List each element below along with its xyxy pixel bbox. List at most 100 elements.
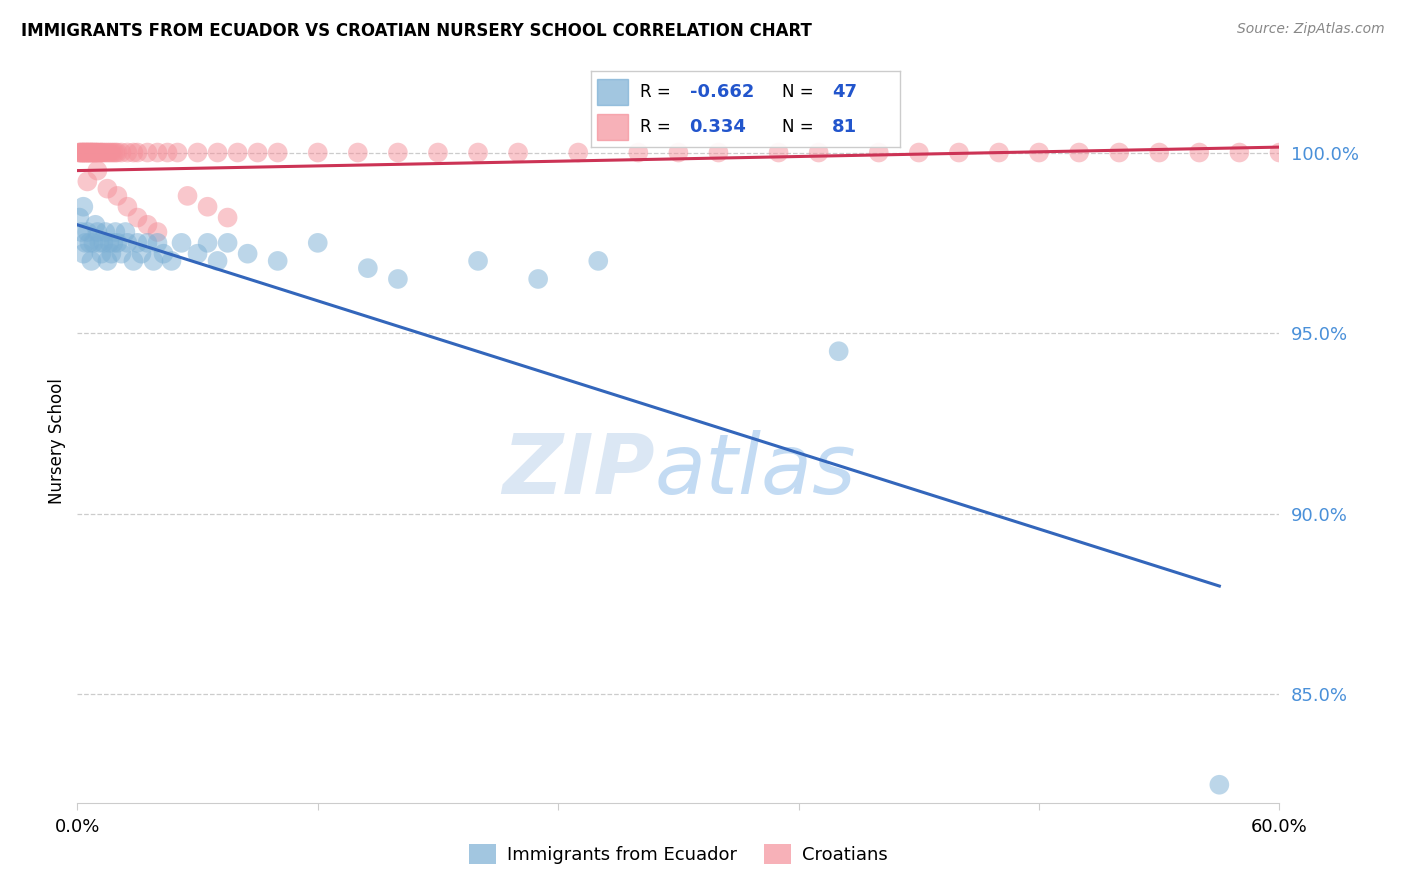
Point <box>86 145 108 160</box>
Point <box>136 235 159 250</box>
Point <box>347 145 370 160</box>
Point <box>217 235 239 250</box>
Point <box>357 261 380 276</box>
Point <box>136 145 159 160</box>
Point <box>96 145 118 160</box>
Point <box>131 246 153 260</box>
Point <box>207 145 229 160</box>
Point <box>72 145 94 160</box>
Point <box>1208 778 1230 792</box>
Point <box>82 145 104 160</box>
Point <box>67 145 90 160</box>
Point <box>1268 145 1291 160</box>
Point <box>127 211 149 225</box>
Point <box>89 145 111 160</box>
Point <box>90 246 112 260</box>
Text: IMMIGRANTS FROM ECUADOR VS CROATIAN NURSERY SCHOOL CORRELATION CHART: IMMIGRANTS FROM ECUADOR VS CROATIAN NURS… <box>21 22 813 40</box>
Point <box>122 145 145 160</box>
Point <box>1188 145 1211 160</box>
Point <box>110 246 132 260</box>
Bar <box>596 114 627 140</box>
Bar <box>596 79 627 104</box>
Point <box>226 145 249 160</box>
Point <box>170 235 193 250</box>
Point <box>768 145 790 160</box>
Text: 47: 47 <box>832 83 856 101</box>
Point <box>267 145 290 160</box>
Point <box>114 225 136 239</box>
Point <box>79 145 101 160</box>
Point <box>387 145 409 160</box>
Point <box>67 145 90 160</box>
Point <box>427 145 450 160</box>
Point <box>707 145 730 160</box>
Point <box>98 235 121 250</box>
Point <box>103 145 125 160</box>
Point <box>1108 145 1130 160</box>
Point <box>76 145 98 160</box>
Point <box>86 225 108 239</box>
Point <box>136 218 159 232</box>
Point <box>186 246 209 260</box>
Point <box>146 235 169 250</box>
Text: 81: 81 <box>832 118 856 136</box>
Text: atlas: atlas <box>654 430 856 511</box>
Point <box>100 246 122 260</box>
Point <box>668 145 690 160</box>
Text: R =: R = <box>640 83 671 101</box>
Point <box>908 145 931 160</box>
Point <box>588 254 610 268</box>
Point <box>156 145 179 160</box>
Point <box>467 254 489 268</box>
Point <box>166 145 188 160</box>
Point <box>246 145 269 160</box>
Point <box>76 225 98 239</box>
Point <box>84 145 107 160</box>
Point <box>70 145 93 160</box>
Point <box>146 225 169 239</box>
Point <box>89 235 111 250</box>
Point <box>307 235 329 250</box>
Point <box>217 211 239 225</box>
Point <box>122 254 145 268</box>
Point <box>186 145 209 160</box>
Point <box>110 145 132 160</box>
Point <box>94 225 117 239</box>
Point <box>127 145 149 160</box>
Text: R =: R = <box>640 118 671 136</box>
Point <box>103 235 125 250</box>
Point <box>75 145 97 160</box>
Point <box>94 145 117 160</box>
Point <box>96 254 118 268</box>
Point <box>70 225 93 239</box>
Point <box>152 246 174 260</box>
Point <box>467 145 489 160</box>
Point <box>76 145 98 160</box>
Text: Source: ZipAtlas.com: Source: ZipAtlas.com <box>1237 22 1385 37</box>
Text: ZIP: ZIP <box>502 430 654 511</box>
Point <box>75 145 97 160</box>
Point <box>197 200 219 214</box>
Point <box>86 163 108 178</box>
Point <box>1028 145 1050 160</box>
Point <box>1069 145 1091 160</box>
Point <box>127 235 149 250</box>
Point <box>80 254 103 268</box>
Point <box>86 145 108 160</box>
Point <box>236 246 259 260</box>
Point <box>807 145 830 160</box>
Point <box>67 211 90 225</box>
Point <box>117 200 139 214</box>
Point <box>160 254 183 268</box>
Point <box>176 189 198 203</box>
Point <box>508 145 530 160</box>
Point <box>72 145 94 160</box>
Point <box>80 145 103 160</box>
Point <box>72 246 94 260</box>
Point <box>72 200 94 214</box>
Point <box>567 145 589 160</box>
Point <box>207 254 229 268</box>
Point <box>93 235 115 250</box>
Point <box>70 145 93 160</box>
Point <box>72 145 94 160</box>
